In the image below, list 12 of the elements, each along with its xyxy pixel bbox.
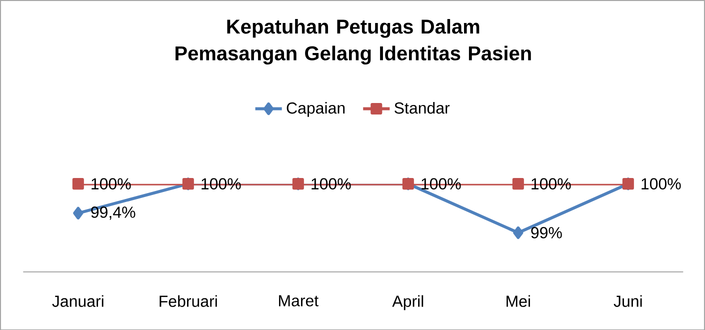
- legend-label: Standar: [394, 102, 450, 114]
- x-tick-label: Januari: [52, 295, 104, 307]
- x-tick-label: Maret: [279, 295, 318, 306]
- data-label: 99,4%: [91, 206, 136, 220]
- chart-title: Kepatuhan Petugas Dalam Pemasangan Gelang Identitas Pasien: [176, 18, 531, 64]
- x-tick-label: Mei: [506, 295, 530, 307]
- x-tick-label: April: [392, 295, 424, 310]
- data-label: 100%: [642, 178, 681, 190]
- x-tick-label: Februari: [160, 295, 217, 307]
- x-tick-label: Juni: [614, 295, 642, 307]
- legend-label: Capaian: [286, 102, 345, 117]
- data-label: 99%: [531, 226, 562, 238]
